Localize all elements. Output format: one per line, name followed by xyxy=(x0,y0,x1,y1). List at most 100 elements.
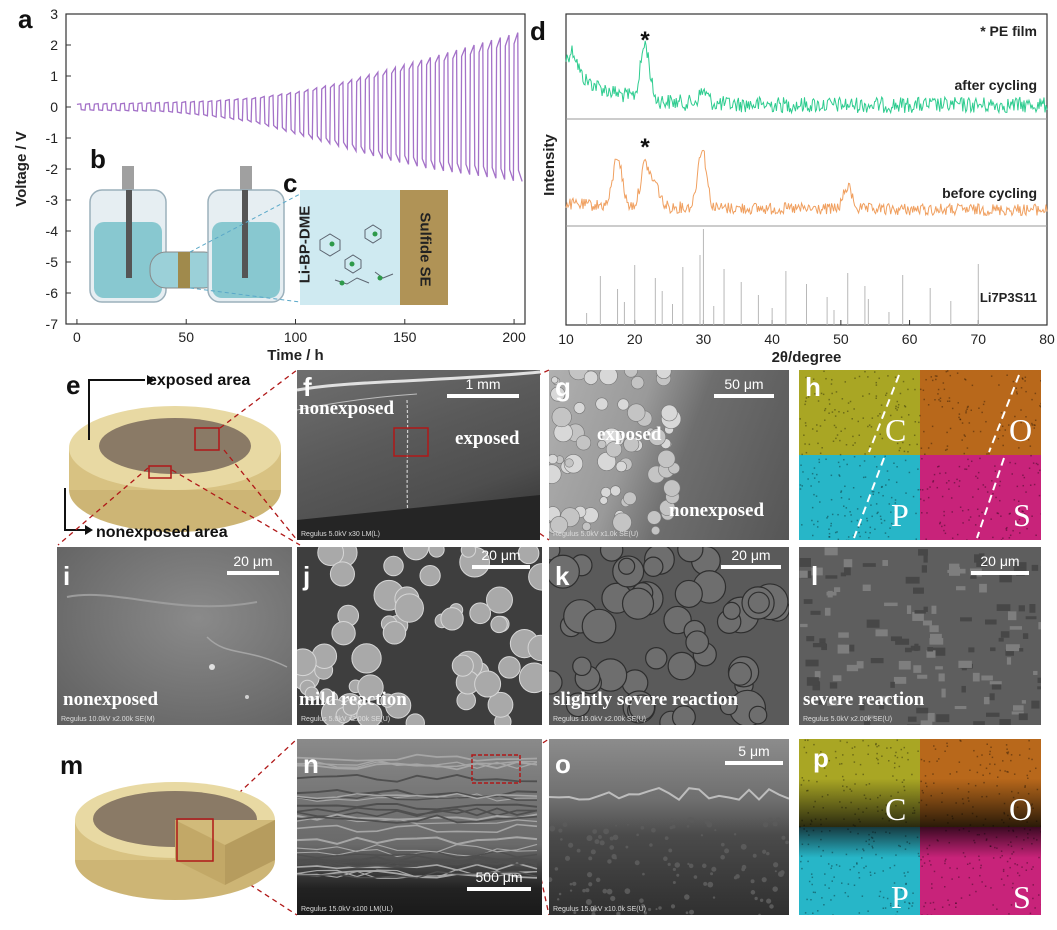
edx-noise-dot xyxy=(914,421,917,423)
edx-noise-dot xyxy=(799,418,801,420)
edx-noise-dot xyxy=(1017,521,1019,523)
o-speckle xyxy=(785,840,789,845)
edx-noise-dot xyxy=(958,413,961,415)
edx-noise-dot xyxy=(875,397,877,400)
edx-noise-dot xyxy=(876,752,878,755)
l-grain xyxy=(832,675,842,682)
edx-noise-dot xyxy=(1027,438,1030,441)
edx-noise-dot xyxy=(842,779,845,781)
after-cycling-trace xyxy=(565,40,1048,115)
edx-noise-dot xyxy=(1026,821,1028,823)
edx-noise-dot xyxy=(925,785,928,788)
o-speckle xyxy=(674,862,681,868)
edx-noise-dot xyxy=(966,406,969,409)
edx-noise-dot xyxy=(1024,376,1027,379)
edx-noise-dot xyxy=(809,386,811,389)
edx-noise-dot xyxy=(830,522,833,525)
l-grain xyxy=(862,584,871,592)
edx-noise-dot xyxy=(853,761,856,763)
edx-noise-dot xyxy=(875,742,877,745)
edx-noise-dot xyxy=(930,376,933,378)
edx-noise-dot xyxy=(1026,862,1028,864)
edx-noise-dot xyxy=(944,750,946,753)
edx-noise-dot xyxy=(820,751,822,753)
p-label-C: C xyxy=(885,791,907,827)
edx-noise-dot xyxy=(1031,424,1034,426)
edx-noise-dot xyxy=(999,499,1001,502)
edx-noise-dot xyxy=(949,427,952,430)
l-grain xyxy=(958,660,972,668)
edx-noise-dot xyxy=(1009,857,1012,860)
edx-noise-dot xyxy=(870,426,873,428)
edx-noise-dot xyxy=(957,402,960,404)
p-label-S: S xyxy=(1013,879,1031,915)
edx-noise-dot xyxy=(1003,811,1005,814)
edx-noise-dot xyxy=(1006,748,1008,750)
l-grain xyxy=(996,604,1011,611)
edx-noise-dot xyxy=(820,392,823,395)
edx-noise-dot xyxy=(816,473,818,476)
after-cycling-label: after cycling xyxy=(955,77,1037,93)
edx-noise-dot xyxy=(979,457,981,460)
edx-noise-dot xyxy=(913,812,916,814)
edx-noise-dot xyxy=(856,519,859,522)
edx-noise-dot xyxy=(871,515,873,518)
edx-noise-dot xyxy=(907,450,909,453)
g-particle xyxy=(550,516,568,534)
edx-noise-dot xyxy=(873,371,876,373)
edx-noise-dot xyxy=(828,887,830,889)
edx-noise-dot xyxy=(1033,837,1035,840)
edx-noise-dot xyxy=(912,378,915,380)
j-particle xyxy=(297,648,317,677)
edx-noise-dot xyxy=(1004,770,1006,772)
sem-image-k: k 20 μm slightly severe reaction Regulus… xyxy=(549,547,789,725)
o-speckle xyxy=(758,913,761,915)
x-tick-label-d: 80 xyxy=(1039,331,1055,347)
edx-noise-dot xyxy=(1017,792,1020,794)
edx-noise-dot xyxy=(870,836,873,839)
edx-noise-dot xyxy=(959,739,961,742)
edx-noise-dot xyxy=(1017,378,1020,380)
edx-noise-dot xyxy=(860,523,862,526)
edx-noise-dot xyxy=(1027,837,1029,839)
n-zoom-box-layer xyxy=(471,754,521,784)
g-nonexposed-label: nonexposed xyxy=(669,500,765,521)
edx-noise-dot xyxy=(948,488,950,490)
edx-noise-dot xyxy=(852,754,854,756)
o-speckle xyxy=(701,863,707,869)
edx-noise-dot xyxy=(925,804,928,806)
edx-noise-dot xyxy=(839,439,841,442)
edx-noise-dot xyxy=(849,788,851,791)
edx-noise-dot xyxy=(941,406,944,408)
edx-noise-dot xyxy=(805,424,807,427)
j-particle xyxy=(383,555,404,577)
edx-noise-dot xyxy=(896,910,899,913)
edx-noise-dot xyxy=(858,531,860,534)
edx-noise-dot xyxy=(990,375,993,377)
edx-noise-dot xyxy=(925,378,927,381)
l-grain xyxy=(998,637,1004,642)
g-particle xyxy=(624,370,638,378)
edx-noise-dot xyxy=(934,399,936,401)
edx-noise-dot xyxy=(946,445,949,447)
edx-noise-dot xyxy=(882,896,885,899)
edx-noise-dot xyxy=(932,480,935,482)
l-grain xyxy=(941,688,946,698)
edx-noise-dot xyxy=(989,772,991,775)
edx-noise-dot xyxy=(807,396,810,398)
o-speckle xyxy=(667,862,671,866)
edx-noise-dot xyxy=(867,744,870,747)
panel-label-e: e xyxy=(66,370,81,400)
l-grain xyxy=(843,559,853,568)
edx-noise-dot xyxy=(872,493,874,496)
edx-noise-dot xyxy=(1038,494,1041,497)
edx-noise-dot xyxy=(851,418,853,420)
o-speckle xyxy=(636,833,639,837)
edx-noise-dot xyxy=(1021,866,1023,868)
l-grain xyxy=(921,565,927,573)
p-label-O: O xyxy=(1009,791,1033,827)
edx-noise-dot xyxy=(963,452,966,455)
edx-noise-dot xyxy=(1029,484,1032,486)
j-particle xyxy=(518,662,542,694)
edx-noise-dot xyxy=(907,388,909,391)
